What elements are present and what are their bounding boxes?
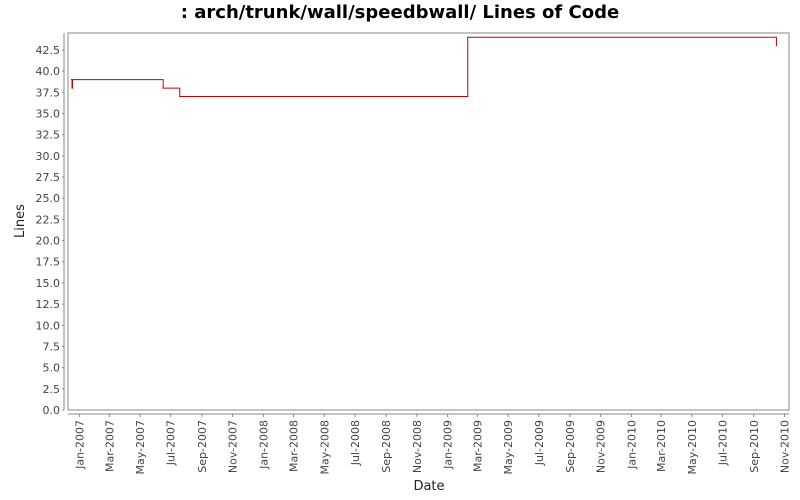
- x-tick-label: May-2010: [686, 420, 699, 475]
- x-tick-label: Jan-2008: [257, 420, 270, 470]
- x-axis: Jan-2007 Mar-2007 May-2007 Jul-2007 Sep-2007…: [68, 414, 791, 475]
- y-tick-label: 20.0: [36, 235, 61, 248]
- data-point: [72, 79, 73, 80]
- x-tick-label: Jul-2008: [349, 420, 362, 466]
- y-tick-label: 0.0: [43, 404, 61, 417]
- y-tick-label: 15.0: [36, 277, 61, 290]
- x-tick-label: Jan-2007: [74, 420, 87, 470]
- y-tick-label: 37.5: [36, 86, 61, 99]
- y-tick-label: 17.5: [36, 256, 61, 269]
- y-tick-label: 40.0: [36, 65, 61, 78]
- x-tick-label: Nov-2008: [411, 420, 424, 473]
- y-tick-label: 22.5: [36, 213, 61, 226]
- y-tick-label: 42.5: [36, 44, 61, 57]
- y-tick-label: 35.0: [36, 107, 61, 120]
- data-point: [71, 87, 72, 88]
- x-tick-label: Sep-2010: [748, 420, 761, 473]
- y-axis-title: Lines: [13, 204, 28, 238]
- plot-area: [68, 33, 789, 410]
- x-tick-label: Nov-2007: [227, 420, 240, 473]
- x-tick-label: May-2007: [134, 420, 147, 475]
- y-tick-label: 7.5: [43, 340, 61, 353]
- y-tick-label: 2.5: [43, 383, 61, 396]
- y-axis: 0.0 2.5 5.0 7.5 10.0 12.5 15.0 17.5 20.0 22.5 25.0…: [36, 33, 65, 417]
- y-tick-label: 25.0: [36, 192, 61, 205]
- x-tick-label: May-2009: [502, 420, 515, 475]
- x-tick-label: Sep-2007: [196, 420, 209, 473]
- x-tick-label: Sep-2009: [564, 420, 577, 473]
- x-tick-label: Mar-2009: [471, 420, 484, 472]
- x-tick-label: Jan-2009: [442, 420, 455, 470]
- x-tick-label: Nov-2009: [595, 420, 608, 473]
- x-axis-title: Date: [413, 479, 444, 494]
- x-tick-label: Nov-2010: [778, 420, 791, 473]
- x-tick-label: Mar-2008: [288, 420, 301, 472]
- y-tick-label: 5.0: [43, 362, 61, 375]
- data-point: [776, 45, 777, 46]
- x-tick-label: Jul-2009: [533, 420, 546, 466]
- x-tick-label: Mar-2007: [103, 420, 116, 472]
- y-tick-label: 27.5: [36, 171, 61, 184]
- y-tick-label: 30.0: [36, 150, 61, 163]
- x-tick-label: Jul-2007: [165, 420, 178, 466]
- x-tick-label: Jan-2010: [625, 420, 638, 470]
- y-tick-label: 12.5: [36, 298, 61, 311]
- x-tick-label: May-2008: [318, 420, 331, 475]
- x-tick-label: Mar-2010: [655, 420, 668, 472]
- y-tick-label: 32.5: [36, 129, 61, 142]
- x-tick-label: Jul-2010: [717, 420, 730, 466]
- data-point: [179, 96, 180, 97]
- data-point: [163, 87, 164, 88]
- y-tick-label: 10.0: [36, 319, 61, 332]
- x-tick-label: Sep-2008: [380, 420, 393, 473]
- data-point: [467, 37, 468, 38]
